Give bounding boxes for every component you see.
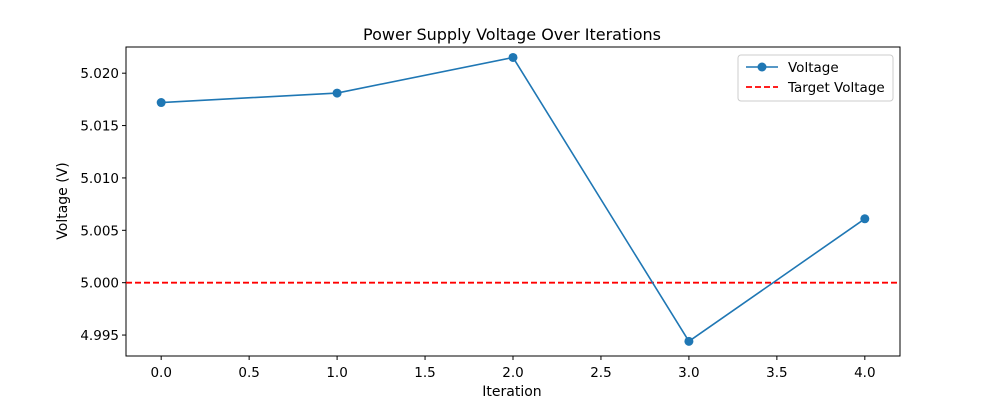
voltage-data-point [508, 52, 518, 62]
x-tick-label: 3.0 [678, 365, 699, 381]
voltage-data-point [860, 214, 870, 224]
legend-target-label: Target Voltage [787, 80, 885, 96]
x-tick-label: 0.5 [238, 365, 259, 381]
x-tick-label: 4.0 [854, 365, 875, 381]
y-tick-label: 5.010 [80, 171, 119, 187]
legend: Voltage Target Voltage [737, 54, 894, 102]
voltage-data-point [332, 88, 342, 98]
legend-voltage-marker [757, 62, 767, 72]
x-tick-label: 0.0 [150, 365, 171, 381]
y-tick-label: 5.015 [80, 119, 119, 135]
x-tick-label: 2.0 [502, 365, 523, 381]
y-tick-label: 5.000 [80, 276, 119, 292]
legend-voltage-label: Voltage [788, 60, 839, 76]
x-tick-label: 3.5 [766, 365, 787, 381]
y-tick-label: 5.005 [80, 223, 119, 239]
voltage-data-point [684, 336, 694, 346]
y-axis: 4.995 5.000 5.005 5.010 5.015 5.020 [80, 66, 126, 344]
y-tick-label: 5.020 [80, 66, 119, 82]
y-tick-label: 4.995 [80, 328, 119, 344]
voltage-data-point [156, 98, 166, 108]
x-axis: 0.0 0.5 1.0 1.5 2.0 2.5 3.0 3.5 4.0 [150, 356, 876, 381]
x-tick-label: 1.0 [326, 365, 347, 381]
x-axis-label: Iteration [482, 384, 541, 400]
x-tick-label: 2.5 [590, 365, 611, 381]
x-tick-label: 1.5 [414, 365, 435, 381]
data-series [156, 52, 870, 346]
y-axis-label: Voltage (V) [55, 162, 71, 239]
chart-title: Power Supply Voltage Over Iterations [363, 25, 661, 44]
